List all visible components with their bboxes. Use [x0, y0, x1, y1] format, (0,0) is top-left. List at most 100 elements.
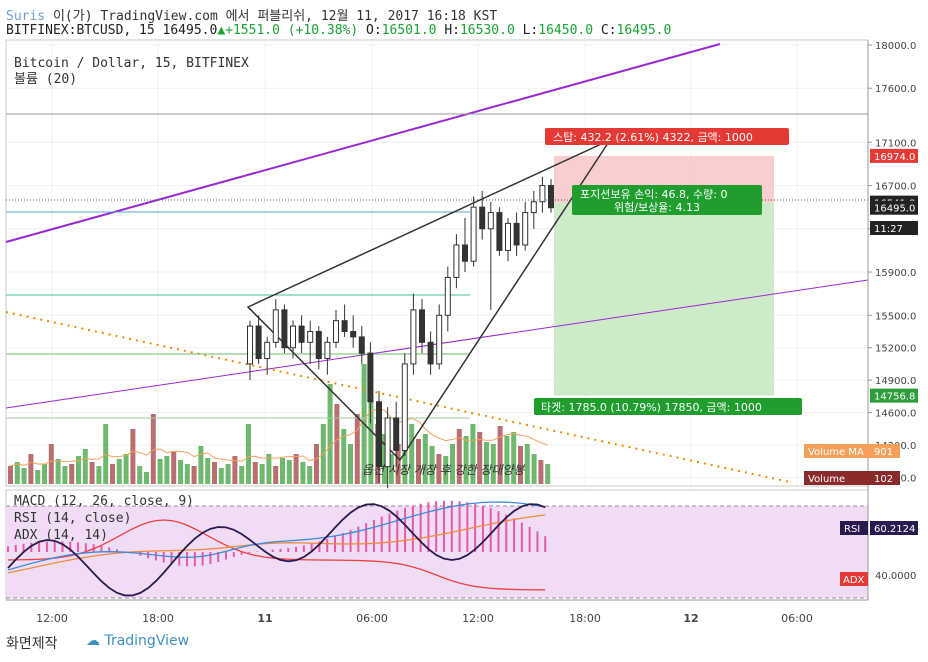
orange-dotted-trendline	[5, 311, 791, 483]
volume-tag-bg	[804, 444, 870, 458]
candle-body	[298, 325, 305, 343]
volume-bar	[225, 464, 231, 484]
tv-cloud-icon: ☁	[86, 633, 100, 649]
price-tag-bg	[870, 221, 918, 235]
rsi-tag-bg	[870, 521, 918, 535]
price-tag-bg	[870, 148, 918, 163]
time-tick-label: 18:00	[142, 612, 174, 625]
volume-bar	[150, 414, 156, 484]
volume-bar	[48, 444, 54, 484]
volume-bar	[198, 446, 204, 484]
volume-bar	[252, 462, 258, 484]
candle-body	[548, 185, 554, 209]
volume-bar	[89, 462, 95, 484]
candle-body	[419, 309, 425, 343]
volume-bar	[504, 436, 510, 484]
volume-bar	[436, 454, 442, 484]
volume-bar	[314, 444, 319, 484]
target-label-bg	[534, 398, 802, 415]
rsi-line	[7, 503, 546, 597]
volume-bar	[524, 444, 530, 484]
up-arrow-icon: ▲	[217, 23, 226, 38]
volume-bar	[21, 468, 27, 484]
candle-body	[427, 341, 434, 365]
candle-body	[272, 309, 279, 343]
volume-bar	[490, 444, 496, 484]
position-info-bg	[572, 185, 762, 215]
adx-tag-bg	[840, 572, 868, 586]
volume-bar	[395, 444, 401, 484]
volume-bar	[388, 454, 394, 484]
rsi-tag-label-bg	[840, 521, 868, 535]
low-value: 16450.0	[538, 23, 594, 38]
volume-bar	[416, 439, 421, 484]
price-tick-label: 17100.0	[875, 138, 916, 149]
price-tick-label: 14900.0	[875, 376, 916, 387]
candle-body	[341, 320, 348, 332]
volume-bar	[286, 460, 292, 484]
price-axis[interactable]: 18000.017600.017100.016700.016300.015900…	[867, 40, 916, 600]
footer-caption: 화면제작	[6, 636, 58, 652]
adx-label: ADX (14, 14)	[14, 528, 108, 543]
volume-bar	[463, 436, 469, 484]
time-tick-label: 18:00	[569, 612, 601, 625]
volume-tag-bg	[804, 471, 870, 485]
close-value: 16495.0	[616, 23, 672, 38]
candle-body	[333, 320, 339, 343]
candle-body	[513, 222, 520, 246]
volume-bar	[76, 456, 81, 484]
price-tag-text: 16974.0	[874, 152, 915, 163]
indicator-lines	[7, 500, 547, 597]
time-tick-label: 12:00	[36, 612, 68, 625]
rising-wedge-triangle	[246, 138, 613, 462]
volume-bar	[218, 468, 224, 484]
volume-bar	[538, 460, 544, 484]
volume-bar	[157, 459, 163, 484]
candle-body	[470, 206, 477, 262]
candle-body	[479, 206, 486, 230]
time-axis[interactable]: 12:00 18:00 11 06:00 12:00 18:00 12 06:00	[6, 599, 868, 625]
candle-body	[487, 212, 494, 230]
volume-ma-line	[10, 408, 548, 467]
volume-bar	[123, 454, 129, 484]
volume-bar	[470, 424, 476, 484]
volume-bar	[239, 466, 245, 484]
low-label: L:	[514, 23, 539, 38]
stop-label-bg	[545, 128, 789, 145]
volume-bars	[8, 364, 551, 484]
volume-tag-value-bg	[870, 444, 900, 458]
volume-bar	[14, 462, 20, 484]
position-pnl-label: 포지션보유 손익: 46.8, 수량: 0	[580, 188, 727, 201]
volume-bar	[497, 426, 503, 484]
candle-body	[393, 417, 400, 451]
symbol-info: BITFINEX:BTCUSD, 15 16495.0	[6, 23, 218, 38]
candle-body	[324, 341, 331, 360]
volume-bar	[259, 464, 265, 484]
candle-body	[522, 212, 529, 246]
candle-body	[264, 341, 271, 360]
volume-bar	[178, 460, 183, 484]
price-tick-label: 15500.0	[875, 311, 916, 322]
volume-bar	[69, 464, 75, 484]
volume-bar	[266, 454, 272, 484]
volume-bar	[130, 429, 136, 484]
macd-label: MACD (12, 26, close, 9)	[14, 494, 194, 509]
price-tag-text: 16495.0	[874, 204, 915, 215]
candle-body	[453, 244, 460, 278]
volume-bar	[545, 464, 551, 484]
volume-bar	[456, 429, 462, 484]
volume-bar	[232, 456, 238, 484]
author-name[interactable]: Suris	[6, 9, 46, 24]
volume-bar	[348, 444, 353, 484]
tradingview-logo[interactable]: ☁ TradingView	[86, 633, 189, 649]
stop-label: 스탑: 432.2 (2.61%) 4322, 금액: 1000	[553, 131, 753, 144]
time-tick-label: 06:00	[356, 612, 388, 625]
volume-bar	[96, 466, 102, 484]
candle-body	[384, 417, 391, 468]
price-tick-label: 15200.0	[875, 344, 916, 355]
volume-bar	[144, 472, 149, 484]
volume-bar	[429, 446, 435, 484]
macd-line	[7, 501, 546, 571]
chart-title: Bitcoin / Dollar, 15, BITFINEX	[14, 56, 249, 71]
